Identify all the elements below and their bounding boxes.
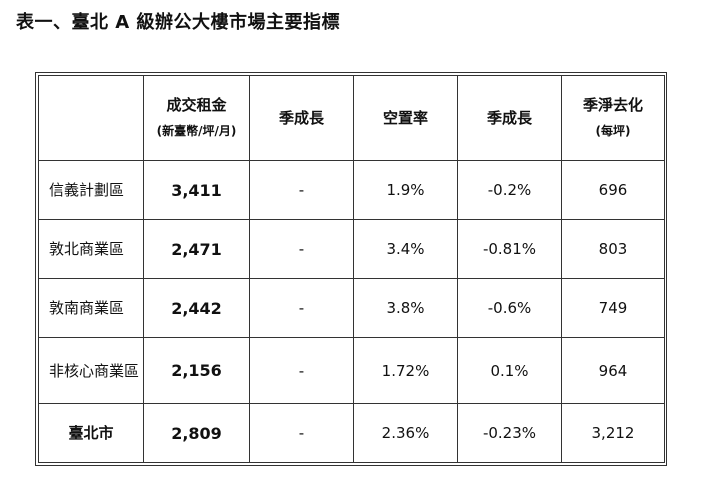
- table-cell: -: [249, 403, 354, 463]
- table-title: 表一、臺北 A 級辦公大樓市場主要指標: [16, 12, 340, 33]
- column-header: 季淨去化 (每坪): [561, 75, 665, 161]
- table-cell: 0.1%: [457, 337, 562, 404]
- table-cell: -: [249, 160, 354, 220]
- table-cell: 749: [561, 278, 665, 338]
- table-cell: 2,442: [143, 278, 250, 338]
- column-unit: (新臺幣/坪/月): [156, 124, 237, 138]
- table-cell: 3.4%: [353, 219, 458, 279]
- column-title: 空置率: [382, 109, 428, 127]
- table-cell: 2,809: [143, 403, 250, 463]
- column-title: 季淨去化: [582, 96, 643, 114]
- table-cell: 1.9%: [353, 160, 458, 220]
- table-cell: -0.23%: [457, 403, 562, 463]
- table-cell: 3,411: [143, 160, 250, 220]
- row-label: 敦北商業區: [38, 219, 144, 279]
- table-cell: -: [249, 337, 354, 404]
- table-cell: 696: [561, 160, 665, 220]
- column-header: 成交租金 (新臺幣/坪/月): [143, 75, 250, 161]
- row-label: 敦南商業區: [38, 278, 144, 338]
- column-title: 成交租金: [166, 96, 227, 114]
- column-header: 季成長: [457, 75, 562, 161]
- row-label: 非核心商業區: [38, 337, 144, 404]
- table-row: 信義計劃區 3,411-1.9% -0.2% 696: [38, 160, 665, 220]
- table-cell: -0.6%: [457, 278, 562, 338]
- column-title: 季成長: [278, 109, 324, 127]
- row-label: 信義計劃區: [38, 160, 144, 220]
- table-cell: -: [249, 219, 354, 279]
- table-cell: -0.2%: [457, 160, 562, 220]
- table-cell: -: [249, 278, 354, 338]
- table-row: 非核心商業區 2,156-1.72% 0.1% 964: [38, 337, 665, 404]
- header-row: 成交租金 (新臺幣/坪/月) 季成長 空置率 季成長 季淨去化 (每坪): [38, 75, 665, 161]
- column-title: 季成長: [486, 109, 532, 127]
- table-cell: 2,471: [143, 219, 250, 279]
- table-cell: 2.36%: [353, 403, 458, 463]
- table-row: 敦北商業區 2,471-3.4% -0.81% 803: [38, 219, 665, 279]
- table-frame: 成交租金 (新臺幣/坪/月) 季成長 空置率 季成長 季淨去化 (每坪) 信義計劃區 3,41…: [35, 72, 667, 466]
- table-cell: -0.81%: [457, 219, 562, 279]
- column-header: 空置率: [353, 75, 458, 161]
- table-cell: 2,156: [143, 337, 250, 404]
- column-unit: (每坪): [595, 124, 631, 138]
- table-cell: 1.72%: [353, 337, 458, 404]
- column-header: 季成長: [249, 75, 354, 161]
- table-row: 敦南商業區 2,442-3.8% -0.6% 749: [38, 278, 665, 338]
- table-row: 臺北市 2,809-2.36% -0.23% 3,212: [38, 403, 665, 463]
- corner-cell: [38, 75, 144, 161]
- table-cell: 3,212: [561, 403, 665, 463]
- table-cell: 803: [561, 219, 665, 279]
- table-cell: 964: [561, 337, 665, 404]
- row-label: 臺北市: [38, 403, 144, 463]
- table-body: 信義計劃區 3,411-1.9% -0.2% 696 敦北商業區 2,471-3.4% -0…: [38, 160, 665, 463]
- indicator-table: 成交租金 (新臺幣/坪/月) 季成長 空置率 季成長 季淨去化 (每坪) 信義計劃區 3,41…: [38, 75, 665, 463]
- table-cell: 3.8%: [353, 278, 458, 338]
